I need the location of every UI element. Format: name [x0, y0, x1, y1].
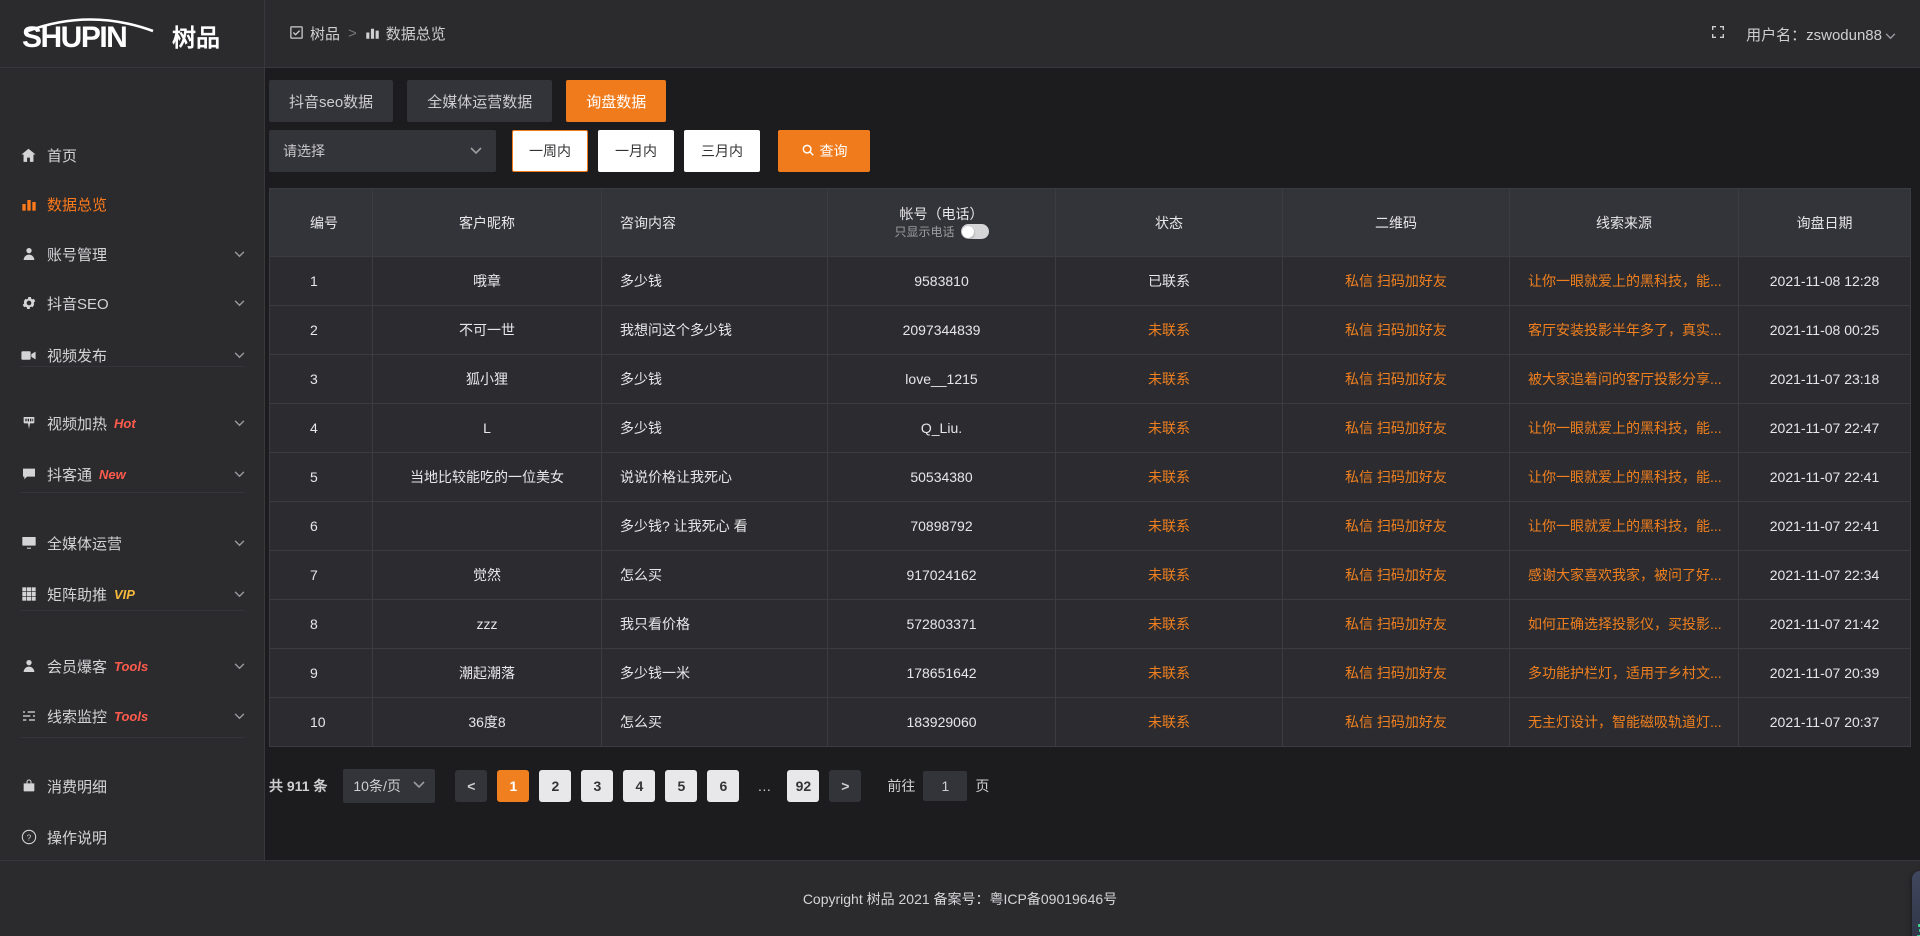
svg-text:?: ?	[26, 833, 31, 842]
svg-text:树品: 树品	[172, 25, 220, 52]
svg-text:SHUPIN: SHUPIN	[22, 21, 126, 54]
